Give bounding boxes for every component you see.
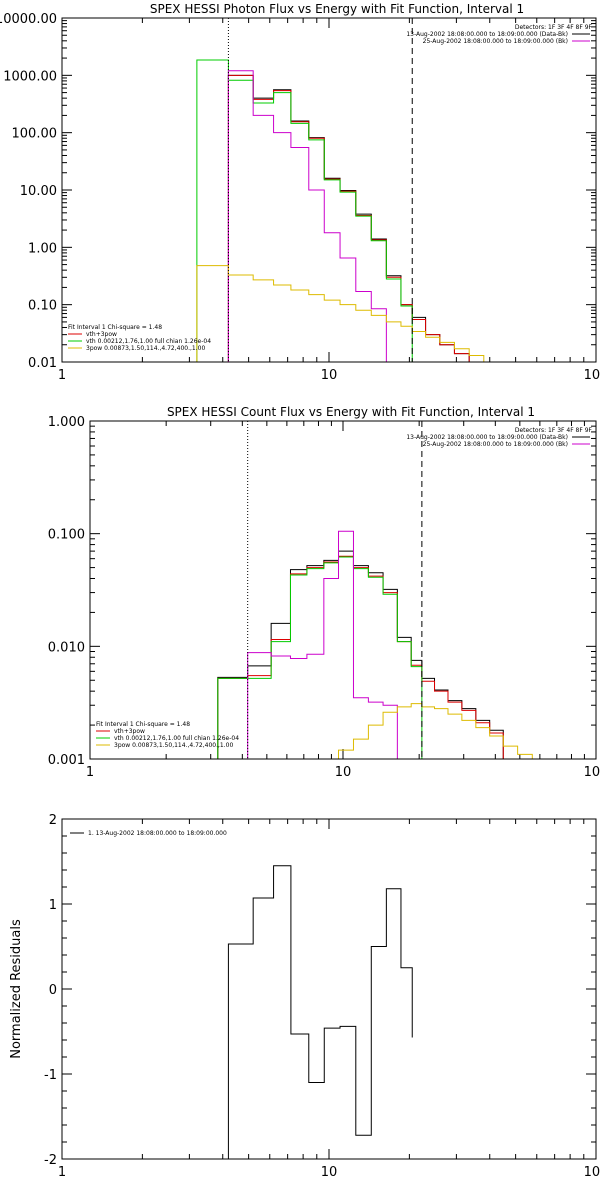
chart-2: SPEX HESSI Count Flux vs Energy with Fit… (48, 405, 600, 780)
legend-top-entry: 13-Aug-2002 18:08:00.000 to 18:09:00.000… (406, 31, 568, 38)
x-tick-label: 100 (584, 368, 600, 383)
y-tick-label: 1.000 (48, 415, 85, 430)
legend-top-entry: 1. 13-Aug-2002 18:08:00.000 to 18:09:00.… (88, 830, 227, 837)
y-tick-label: 0.001 (48, 753, 85, 768)
x-tick-label: 1 (86, 765, 94, 780)
chart-title: SPEX HESSI Photon Flux vs Energy with Fi… (150, 2, 524, 16)
legend-top-entry: 25-Aug-2002 18:08:00.000 to 18:09:00.000… (423, 441, 568, 448)
chart-3: Normalized Residuals 1 10 100 -2 -1 0 1 2 1. 13-A… (9, 813, 600, 1180)
legend-bottom-entry: Fit Interval 1 Chi-square = 1.48 (68, 324, 162, 331)
legend-bottom-entry: 3pow 0.00873,1.50,114.,4.72,400.,1.00 (86, 345, 205, 352)
legend-bottom-entry: vth+3pow (114, 728, 145, 735)
series-line-5 (338, 703, 547, 759)
series-group (227, 865, 413, 1159)
x-tick-label: 100 (584, 1165, 600, 1180)
y-tick-label: 0 (49, 983, 57, 998)
chart-1: SPEX HESSI Photon Flux vs Energy with Fi… (0, 2, 600, 383)
y-tick-label: -1 (44, 1068, 57, 1083)
legend-top-entry: 13-Aug-2002 18:08:00.000 to 18:09:00.000… (406, 434, 568, 441)
x-tick-label: 10 (321, 368, 338, 383)
x-tick-label: 100 (584, 765, 600, 780)
legend-top-entry: 25-Aug-2002 18:08:00.000 to 18:09:00.000… (423, 38, 568, 45)
y-tick-label: 2 (49, 813, 57, 828)
series-line-4 (247, 530, 398, 759)
legend-bottom-entry: vth 0.00212,1.76,1.00 full chian 1.26e-0… (86, 338, 211, 345)
y-tick-label: 1 (49, 898, 57, 913)
series-line-2 (227, 74, 470, 362)
x-tick-label: 10 (335, 765, 352, 780)
plot-frame (61, 17, 597, 363)
legend-bottom-entry: 3pow 0.00873,1.50,114.,4.72,400.,1.00 (114, 742, 233, 749)
plot-frame (61, 818, 597, 1160)
x-tick-label: 1 (58, 368, 66, 383)
series-group (196, 59, 499, 362)
series-group (217, 530, 547, 759)
legend-top-entry: Detectors: 1F 3F 4F 8F 9F (515, 427, 593, 434)
series-line-1 (227, 74, 470, 362)
series-line-3 (196, 59, 413, 362)
series-line-2 (217, 555, 504, 759)
x-tick-label: 1 (58, 1165, 66, 1180)
y-tick-label: 0.10 (28, 299, 57, 314)
y-tick-label: 0.01 (28, 356, 57, 371)
x-tick-label: 10 (321, 1165, 338, 1180)
series-line-4 (227, 70, 387, 362)
legend-bottom-entry: Fit Interval 1 Chi-square = 1.48 (96, 721, 190, 728)
legend-top-entry: Detectors: 1F 3F 4F 8F 9F (515, 24, 593, 31)
y-tick-label: 10.00 (20, 184, 57, 199)
y-tick-label: 1000.00 (3, 69, 57, 84)
y-tick-label: 0.010 (48, 640, 85, 655)
y-tick-label: 100.00 (12, 127, 58, 142)
y-axis-label: Normalized Residuals (9, 919, 24, 1059)
y-tick-label: 1.00 (28, 241, 57, 256)
series-line-5 (196, 265, 499, 362)
legend-bottom-entry: vth+3pow (86, 331, 117, 338)
series-line-3 (217, 556, 423, 759)
plot-frame (89, 420, 597, 760)
legend-bottom-entry: vth 0.00212,1.76,1.00 full chian 1.26e-0… (114, 735, 239, 742)
series-line-1 (227, 865, 413, 1159)
y-tick-label: 10000.00 (0, 12, 57, 27)
series-line-1 (217, 550, 504, 759)
chart-title: SPEX HESSI Count Flux vs Energy with Fit… (167, 405, 535, 419)
y-tick-label: 0.100 (48, 528, 85, 543)
y-tick-label: -2 (44, 1153, 57, 1168)
